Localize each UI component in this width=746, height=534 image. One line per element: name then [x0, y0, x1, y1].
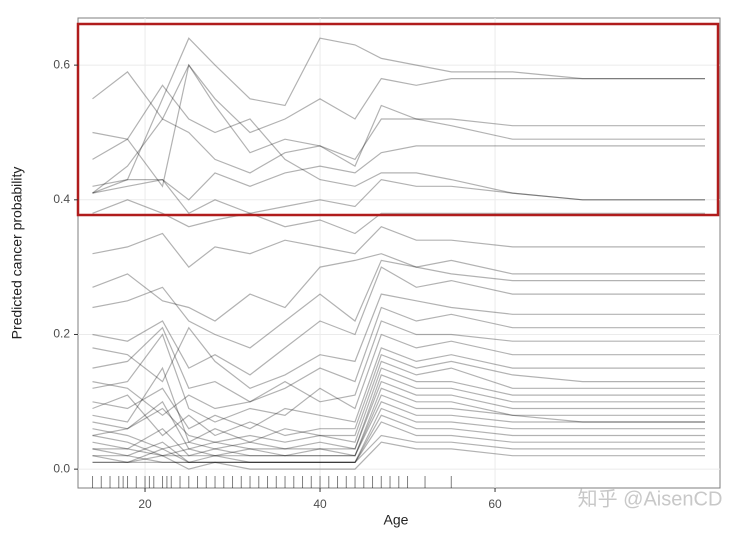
y-tick-label: 0.2 [53, 327, 70, 341]
ice-line [92, 374, 705, 450]
x-tick-label: 60 [488, 497, 502, 511]
y-tick-label: 0.4 [53, 192, 70, 206]
ice-line [92, 414, 705, 463]
ice-line [92, 118, 705, 194]
watermark: 知乎 @AisenCD [578, 487, 723, 510]
ice-line [92, 306, 705, 403]
ice-line [92, 37, 705, 194]
ice-line [92, 394, 705, 457]
ice-line [92, 259, 705, 349]
x-tick-label: 40 [313, 497, 327, 511]
x-axis-title: Age [384, 512, 409, 528]
ice-line [92, 421, 705, 464]
ice-line [92, 387, 705, 457]
ice-line [92, 407, 705, 464]
ice-line [92, 145, 705, 201]
ice-line [92, 266, 705, 376]
ice-line [92, 63, 705, 188]
ice-line [92, 434, 705, 463]
ice-line [92, 225, 705, 268]
ticks: 0.0 0.2 0.4 0.6 20 40 60 [53, 57, 502, 511]
ice-line [92, 320, 705, 417]
y-tick-label: 0.6 [53, 57, 70, 71]
y-tick-label: 0.0 [53, 461, 70, 475]
ice-line [92, 353, 705, 437]
ice-line [92, 347, 705, 430]
ice-line [92, 293, 705, 389]
ice-line [92, 253, 705, 322]
ice-line [92, 441, 705, 470]
ice-line [92, 84, 705, 201]
ice-line [92, 63, 705, 134]
grid [78, 18, 720, 488]
ice-line [92, 380, 705, 450]
ice-line [92, 333, 705, 423]
ice-line [92, 367, 705, 443]
highlight-box [76, 22, 720, 217]
y-axis-title: Predicted cancer probability [9, 167, 25, 340]
rug [92, 476, 452, 488]
x-tick-label: 20 [138, 497, 152, 511]
ice-line [92, 401, 705, 457]
ice-line [92, 360, 705, 444]
ice-line [92, 199, 705, 235]
plot-panel [77, 17, 721, 489]
ice-line [92, 178, 705, 215]
lines [92, 37, 705, 470]
